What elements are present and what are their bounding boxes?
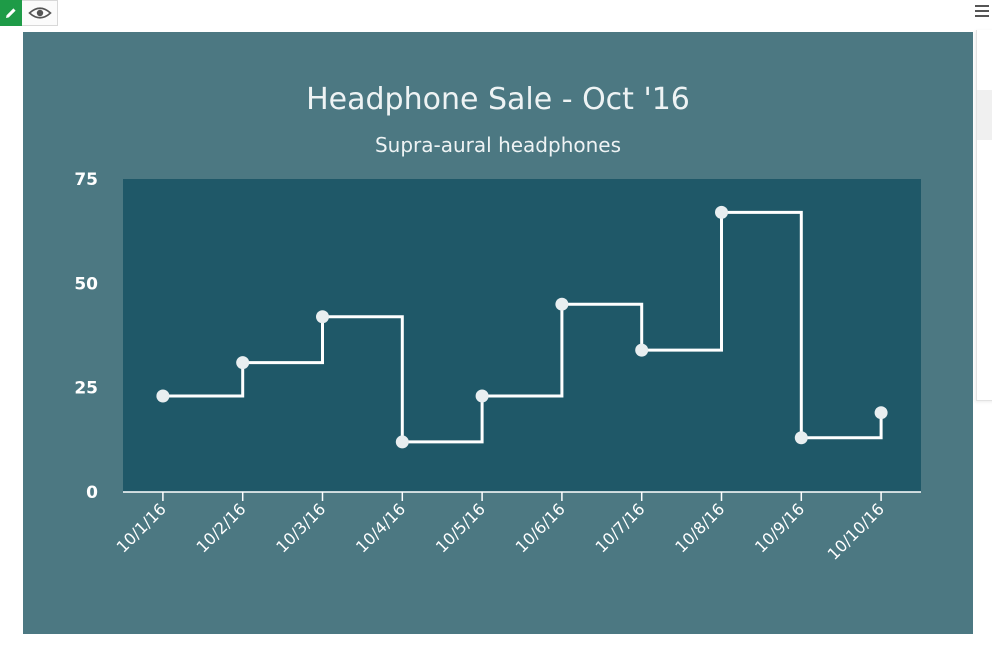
view-button[interactable] [22, 0, 58, 26]
toolbar [0, 0, 58, 26]
y-tick-label: 25 [74, 379, 98, 399]
side-menu-highlight [977, 90, 992, 140]
chart-subtitle: Supra-aural headphones [375, 133, 621, 157]
series-layer [156, 205, 888, 449]
x-tick-label: 10/9/16 [751, 499, 808, 556]
y-tick-label: 0 [86, 483, 98, 503]
data-point[interactable] [635, 343, 649, 357]
x-tick-label: 10/8/16 [671, 499, 728, 556]
data-point[interactable] [316, 310, 329, 324]
x-tick-label: 10/4/16 [352, 499, 409, 556]
x-tick-label: 10/3/16 [272, 499, 329, 556]
plot-area [123, 179, 921, 492]
x-tick-label: 10/2/16 [192, 499, 249, 556]
data-point[interactable] [874, 406, 888, 420]
x-tick-label: 10/10/16 [824, 499, 888, 563]
x-tick-label: 10/5/16 [432, 499, 489, 556]
data-point[interactable] [794, 431, 808, 445]
x-tick-label: 10/6/16 [512, 499, 569, 556]
side-menu-panel [976, 30, 992, 401]
data-point[interactable] [156, 389, 170, 403]
hamburger-menu-icon[interactable] [974, 2, 990, 20]
edit-button[interactable] [0, 0, 22, 26]
series-line [162, 210, 883, 444]
data-point[interactable] [395, 435, 409, 449]
x-tick-label: 10/7/16 [591, 499, 648, 556]
y-tick-label: 50 [74, 274, 98, 294]
step-line-chart: Headphone Sale - Oct '16 Supra-aural hea… [74, 82, 921, 564]
chart-container: Headphone Sale - Oct '16 Supra-aural hea… [23, 32, 973, 634]
y-axis: 0 25 50 75 [74, 170, 98, 503]
y-tick-label: 75 [74, 170, 98, 190]
x-axis: 10/1/16 10/2/16 10/3/16 10/4/16 10/5/16 10/6/… [113, 492, 888, 564]
chart-title: Headphone Sale - Oct '16 [306, 82, 690, 117]
data-point[interactable] [715, 205, 728, 219]
data-point[interactable] [475, 389, 489, 403]
x-tick-label: 10/1/16 [113, 499, 170, 556]
data-point[interactable] [236, 356, 250, 370]
pencil-icon [6, 8, 16, 18]
data-point[interactable] [555, 297, 569, 311]
eye-icon [27, 7, 52, 19]
